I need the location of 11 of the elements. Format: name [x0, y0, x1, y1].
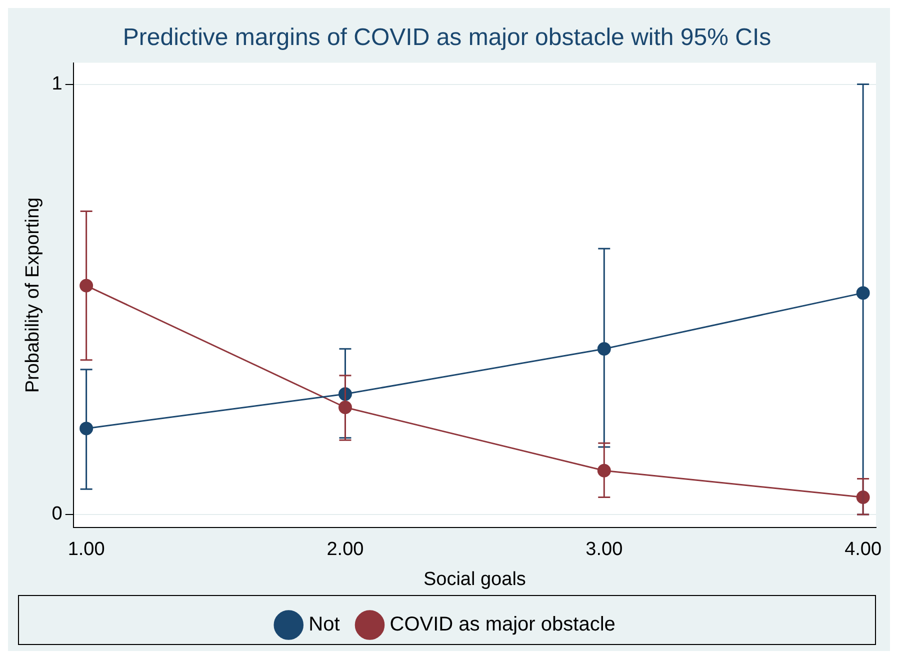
chart-title: Predictive margins of COVID as major obstacle with 95% CIs	[122, 24, 772, 52]
y-tick-label: 1	[52, 74, 62, 95]
legend-label: Not	[308, 614, 340, 636]
x-tick-label: 2.00	[326, 539, 364, 560]
y-axis-title: Probability of Exporting	[22, 197, 44, 393]
x-tick-label: 1.00	[68, 539, 105, 560]
x-axis-title: Social goals	[423, 568, 526, 590]
x-tick-label: 3.00	[586, 539, 623, 560]
legend-label: COVID as major obstacle	[390, 614, 616, 636]
x-tick-label: 4.00	[844, 539, 882, 560]
y-tick-label: 0	[52, 504, 62, 525]
